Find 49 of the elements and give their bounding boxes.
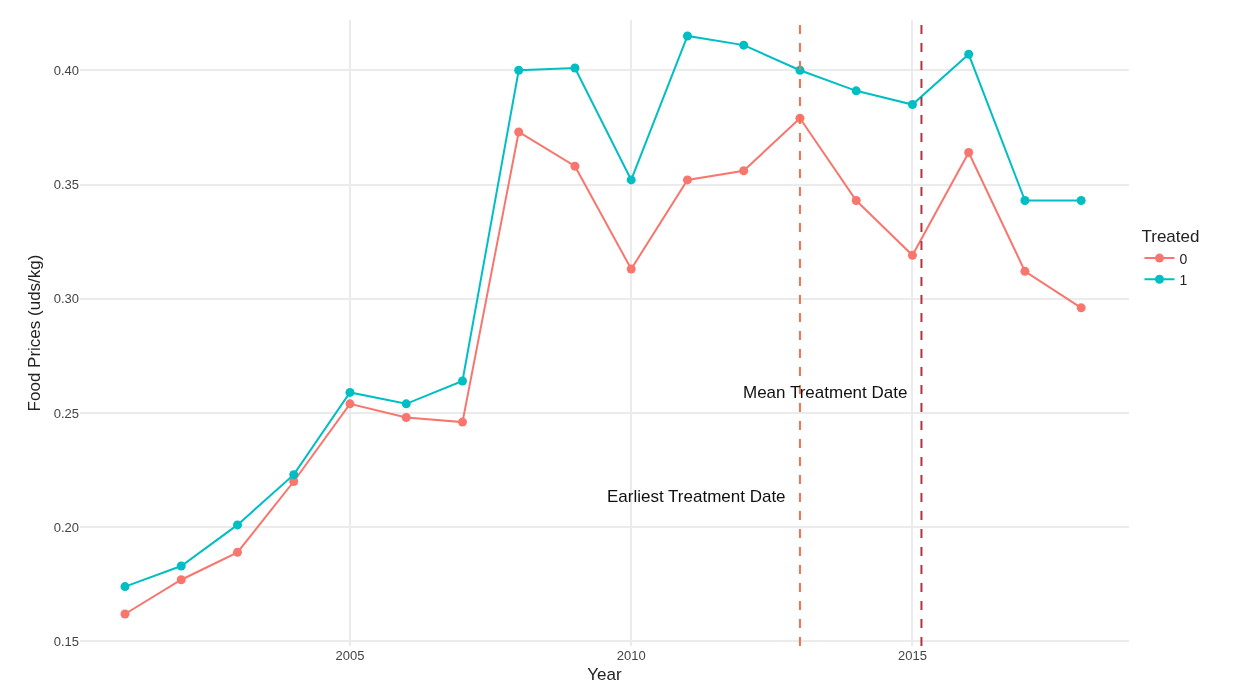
y-tick-label: 0.25 (53, 405, 79, 421)
point (345, 387, 355, 397)
point (514, 127, 524, 137)
point (907, 100, 917, 110)
point (457, 417, 467, 427)
point (682, 31, 692, 41)
point (739, 166, 749, 176)
point (1076, 303, 1086, 313)
point (964, 49, 974, 59)
x-tick-label: 2015 (897, 648, 927, 663)
point (176, 561, 186, 571)
legend-label: 0 (1179, 250, 1188, 267)
y-tick-label: 0.15 (53, 633, 79, 649)
x-tick-label: 2005 (335, 648, 365, 663)
point (401, 399, 411, 409)
y-tick-label: 0.30 (53, 291, 79, 307)
y-tick-label: 0.20 (53, 519, 79, 535)
x-axis-title: Year (587, 665, 623, 685)
point (1020, 195, 1030, 205)
point (964, 148, 974, 158)
y-axis-title: Food Prices (uds/kg) (25, 254, 45, 412)
point (570, 161, 580, 171)
legend-label: 1 (1179, 271, 1188, 288)
point (626, 175, 636, 185)
x-tick-label: 2010 (616, 648, 646, 663)
point (682, 175, 692, 185)
point (514, 65, 524, 75)
point (176, 575, 186, 585)
point (457, 376, 467, 386)
y-tick-label: 0.40 (53, 62, 79, 78)
point (1076, 195, 1086, 205)
point (851, 86, 861, 96)
point (1020, 266, 1030, 276)
legend-title: Treated (1141, 227, 1200, 247)
ref-line-label: Mean Treatment Date (743, 383, 908, 402)
point (232, 520, 242, 530)
point (120, 609, 130, 619)
point (232, 547, 242, 557)
point (401, 413, 411, 423)
point (289, 470, 299, 480)
point (626, 264, 636, 274)
ref-line-label: Earliest Treatment Date (607, 487, 786, 506)
point (570, 63, 580, 73)
point (739, 40, 749, 50)
y-tick-label: 0.35 (53, 177, 79, 193)
point (345, 399, 355, 409)
point (851, 195, 861, 205)
point (120, 582, 130, 592)
point (907, 250, 917, 260)
